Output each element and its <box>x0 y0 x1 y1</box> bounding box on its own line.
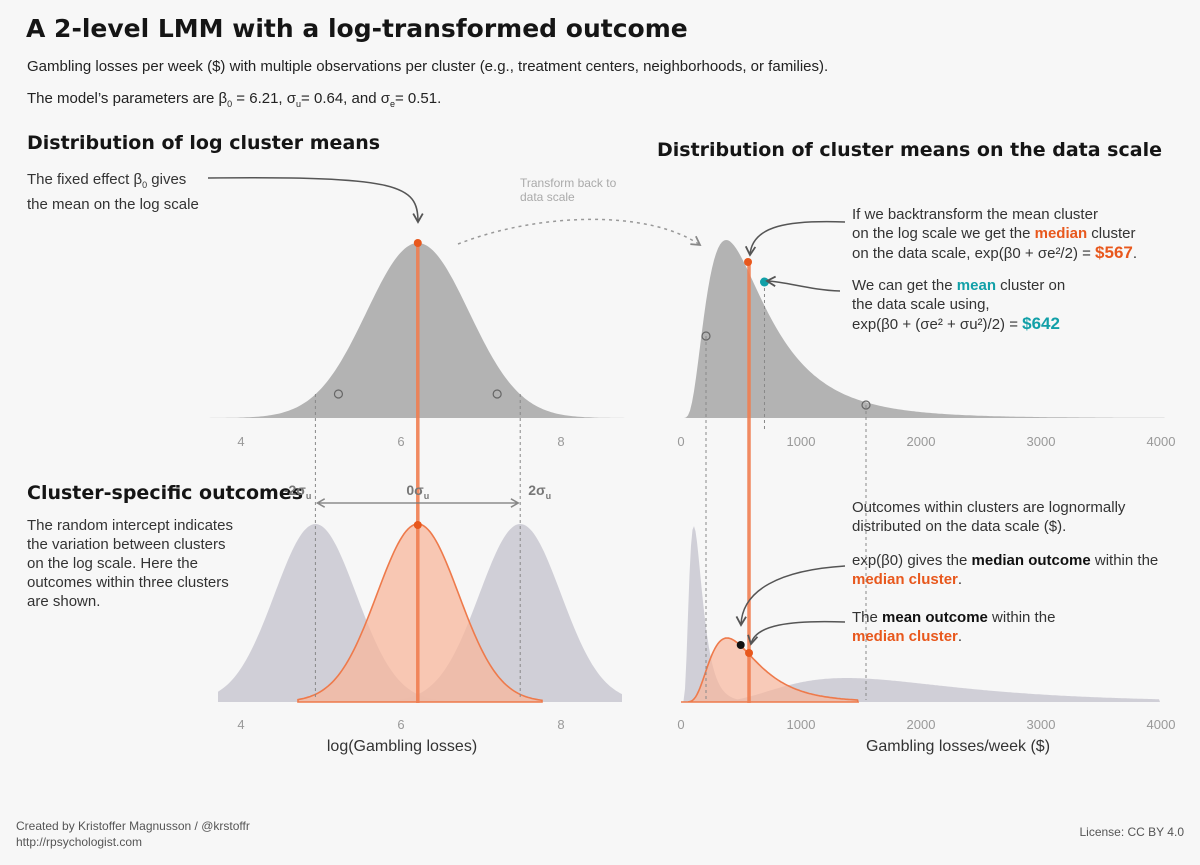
lognormal-note: Outcomes within clusters are lognormally… <box>852 499 1126 535</box>
page-subtitle: Gambling losses per week ($) with multip… <box>27 58 829 75</box>
tick-data-3000-bottom: 3000 <box>1027 717 1056 732</box>
mean-value: $642 <box>1022 314 1060 333</box>
tick-log-8: 8 <box>557 434 564 449</box>
arrow-median-outcome <box>735 565 846 627</box>
data-means-title: Distribution of cluster means on the dat… <box>657 139 1162 161</box>
fixed-effect-note: The fixed effect β0 gives the mean on th… <box>27 171 199 213</box>
arrow-fixed-effect <box>207 177 424 224</box>
label-0-sigma: 0σu <box>406 482 429 501</box>
log-means-title: Distribution of log cluster means <box>27 132 381 154</box>
tick-log-4-bottom: 4 <box>237 717 244 732</box>
cluster-specific-title: Cluster-specific outcomes <box>27 482 304 504</box>
label-neg2-sigma: -2σu <box>284 482 312 501</box>
log-neg-sd-point <box>333 389 344 399</box>
data-median-point <box>744 258 753 266</box>
dashed-guides <box>314 282 867 700</box>
tick-log-4: 4 <box>237 434 244 449</box>
data-pos-sd-point <box>861 400 871 410</box>
cluster-neg2-density <box>218 524 462 702</box>
median-value: $567 <box>1095 243 1133 262</box>
median-outcome-point <box>736 641 745 649</box>
cluster-pos2-density <box>378 524 622 702</box>
x-axis-label-log: log(Gambling losses) <box>327 738 477 755</box>
x-axis-label-data: Gambling losses/week ($) <box>866 738 1050 755</box>
median-cluster-note: If we backtransform the mean cluster on … <box>852 206 1138 262</box>
data-neg-sd-point <box>701 331 711 341</box>
mean-outcome-point <box>745 649 754 657</box>
log-pos-sd-point <box>492 389 502 399</box>
tick-data-4000: 4000 <box>1147 434 1176 449</box>
cluster-median-lognormal <box>681 637 860 703</box>
arrow-mean-cluster <box>765 275 841 292</box>
arrow-transform <box>457 218 702 247</box>
tick-data-2000: 2000 <box>907 434 936 449</box>
data-means-density <box>681 240 1165 418</box>
tick-data-1000-bottom: 1000 <box>787 717 816 732</box>
tick-data-4000-bottom: 4000 <box>1147 717 1176 732</box>
tick-data-1000: 1000 <box>787 434 816 449</box>
license: License: CC BY 4.0 <box>1079 825 1184 839</box>
median-outcome-note: exp(β0) gives the median outcome within … <box>852 552 1159 588</box>
tick-log-6: 6 <box>397 434 404 449</box>
mean-formula: exp(β0 + (σe² + σu²)/2) = <box>852 316 1018 333</box>
transform-label: Transform back to data scale <box>520 176 617 204</box>
tick-data-0-bottom: 0 <box>677 717 684 732</box>
tick-log-8-bottom: 8 <box>557 717 564 732</box>
data-mean-point <box>759 277 769 287</box>
cluster-median-point <box>413 521 422 529</box>
random-intercept-note: The random intercept indicates the varia… <box>27 517 233 610</box>
log-mean-point <box>413 239 422 247</box>
tick-log-6-bottom: 6 <box>397 717 404 732</box>
arrow-median-cluster <box>744 220 846 257</box>
page-title: A 2-level LMM with a log-transformed out… <box>26 14 688 43</box>
tick-data-3000: 3000 <box>1027 434 1056 449</box>
credit: Created by Kristoffer Magnusson / @krsto… <box>16 819 250 849</box>
mean-outcome-note: The mean outcome within the median clust… <box>852 609 1056 645</box>
model-parameters: The model’s parameters are β0 = 6.21, σu… <box>27 90 442 109</box>
mean-cluster-note: We can get the mean cluster on the data … <box>852 277 1066 333</box>
median-formula: exp(β0 + σe²/2) = <box>974 245 1091 262</box>
label-pos2-sigma: 2σu <box>528 482 551 501</box>
tick-data-2000-bottom: 2000 <box>907 717 936 732</box>
axis-ticks: 4 6 8 4 6 8 0 1000 2000 3000 4000 0 1000… <box>237 434 1175 732</box>
log-means-density <box>155 243 645 418</box>
tick-data-0: 0 <box>677 434 684 449</box>
arrow-mean-outcome <box>747 620 846 646</box>
